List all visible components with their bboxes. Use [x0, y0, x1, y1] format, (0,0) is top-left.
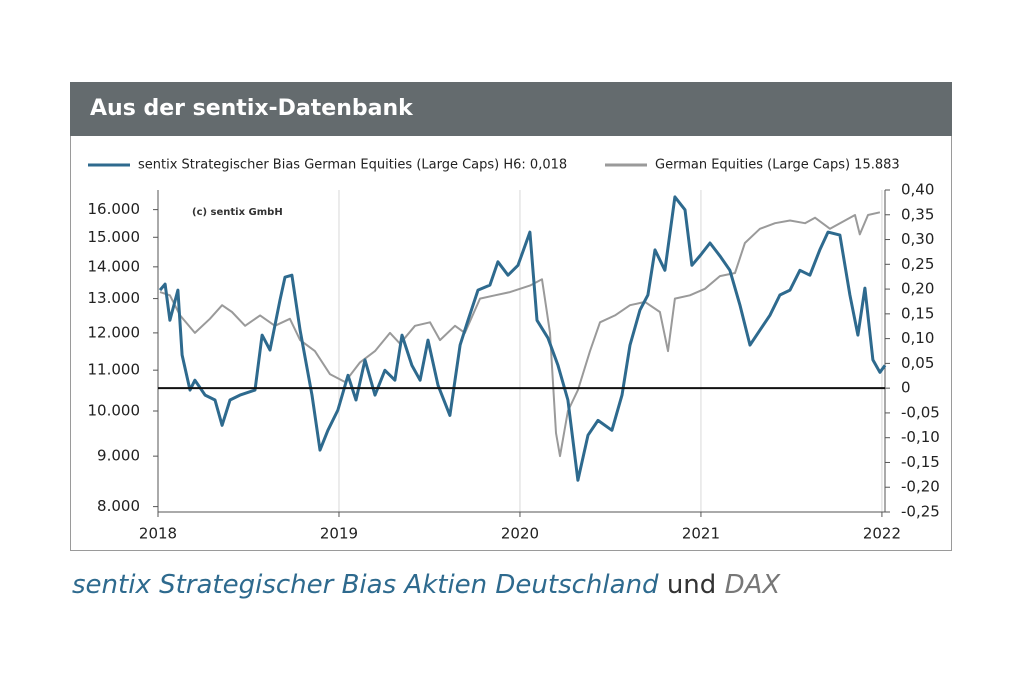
y-tick-label: 13.000: [88, 289, 141, 307]
y-tick-label: 11.000: [88, 361, 141, 379]
caption: sentix Strategischer Bias Aktien Deutsch…: [72, 570, 781, 600]
y2-tick-label: 0,30: [901, 230, 934, 248]
y-tick-label: 12.000: [88, 323, 141, 341]
x-tick-label: 2019: [320, 525, 358, 543]
series-line: [159, 211, 881, 458]
series-line: [158, 195, 887, 482]
y-tick-label: 16.000: [88, 200, 141, 218]
y2-tick-label: -0,15: [901, 453, 940, 471]
caption-part: und: [667, 570, 716, 600]
y-tick-label: 15.000: [88, 228, 141, 246]
frame: [70, 82, 952, 551]
x-tick-label: 2020: [501, 525, 539, 543]
y2-tick-label: 0,05: [901, 354, 934, 372]
caption-part: DAX: [725, 570, 782, 600]
y2-tick-label: 0,25: [901, 255, 934, 273]
x-tick-label: 2022: [863, 525, 901, 543]
chart-title: Aus der sentix-Datenbank: [90, 96, 414, 121]
y2-tick-label: 0: [901, 379, 911, 397]
x-tick-label: 2018: [139, 525, 177, 543]
caption-part: sentix Strategischer Bias Aktien Deutsch…: [72, 570, 659, 600]
y2-tick-label: -0,25: [901, 503, 940, 521]
y-tick-label: 14.000: [88, 257, 141, 275]
y2-tick-label: 0,15: [901, 304, 934, 322]
y2-tick-label: 0,20: [901, 280, 934, 298]
y-tick-label: 8.000: [97, 497, 140, 515]
y2-tick-label: -0,20: [901, 478, 940, 496]
copyright: (c) sentix GmbH: [192, 207, 283, 218]
y2-tick-label: 0,35: [901, 205, 934, 223]
y2-tick-label: -0,05: [901, 403, 940, 421]
y2-tick-label: 0,10: [901, 329, 934, 347]
y2-tick-label: 0,40: [901, 181, 934, 199]
header: [70, 82, 952, 136]
y-tick-label: 10.000: [88, 402, 141, 420]
y2-tick-label: -0,10: [901, 428, 940, 446]
x-tick-label: 2021: [682, 525, 720, 543]
legend-label: German Equities (Large Caps) 15.883: [655, 158, 900, 173]
legend-label: sentix Strategischer Bias German Equitie…: [138, 158, 567, 173]
y-tick-label: 9.000: [97, 447, 140, 465]
